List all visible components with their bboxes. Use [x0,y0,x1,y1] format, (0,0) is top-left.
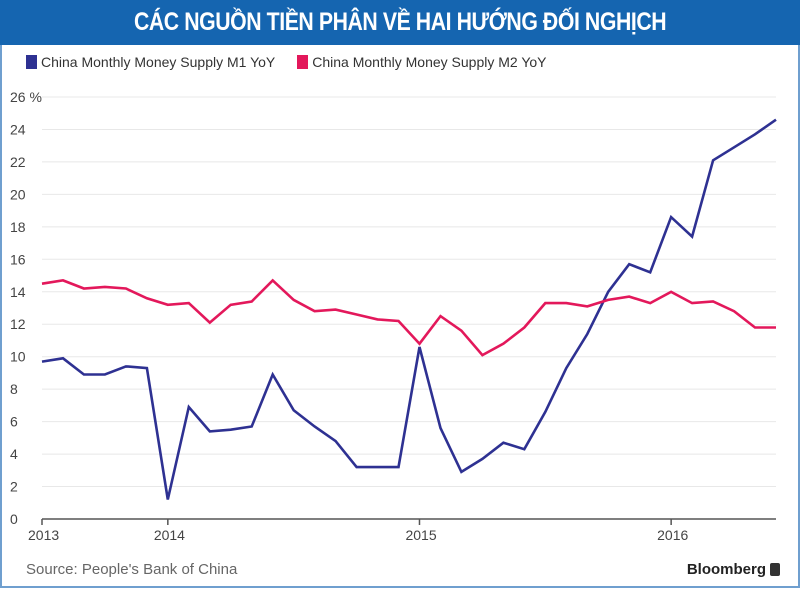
chart-title: CÁC NGUỒN TIỀN PHÂN VỀ HAI HƯỚNG ĐỐI NGH… [133,8,667,36]
x-tick-label: 2014 [154,527,185,543]
y-tick-label: 8 [10,381,18,397]
source-note: Source: People's Bank of China [26,561,238,578]
bloomberg-chart-icon [770,563,780,576]
y-tick-label: 18 [10,219,26,235]
legend-item-m1: China Monthly Money Supply M1 YoY [26,54,275,70]
y-tick-label: 6 [10,414,18,430]
y-tick-label: 12 [10,316,26,332]
brand-name: Bloomberg [686,561,766,578]
y-tick-label: 20 [10,186,26,202]
x-tick-label: 2013 [28,527,59,543]
legend-swatch-m1 [26,55,37,69]
y-tick-label: 26 % [10,89,42,105]
legend: China Monthly Money Supply M1 YoY China … [26,54,547,70]
legend-label-m2: China Monthly Money Supply M2 YoY [312,54,547,70]
series-line-m2 [41,278,776,357]
y-tick-label: 0 [10,511,18,527]
brand-logo: Bloomberg [687,561,780,578]
y-tick-label: 2 [10,479,18,495]
legend-item-m2: China Monthly Money Supply M2 YoY [297,54,547,70]
y-tick-label: 16 [10,251,26,267]
y-tick-label: 22 [10,154,26,170]
y-tick-label: 24 [10,121,26,137]
x-tick-label: 2016 [657,527,688,543]
legend-label-m1: China Monthly Money Supply M1 YoY [41,54,276,70]
legend-swatch-m2 [297,55,309,69]
x-tick-label: 2015 [405,527,436,543]
chart-title-banner: CÁC NGUỒN TIỀN PHÂN VỀ HAI HƯỚNG ĐỐI NGH… [0,0,800,45]
y-tick-label: 14 [10,284,26,300]
series-line-m1 [41,118,777,500]
y-tick-label: 10 [10,349,26,365]
y-tick-label: 4 [10,446,18,462]
